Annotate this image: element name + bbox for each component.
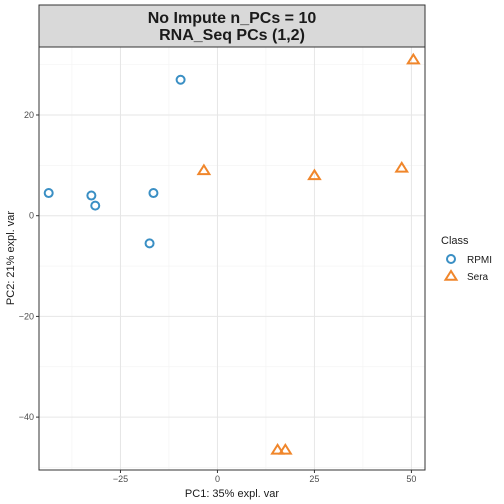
data-point-sera — [394, 160, 410, 173]
data-point-sera — [278, 442, 293, 455]
x-tick-label: −25 — [113, 474, 128, 484]
data-point-sera — [196, 163, 212, 176]
panel-border — [38, 46, 426, 471]
plot-panel — [39, 47, 425, 470]
axes: −25 0 25 50 −40 −20 0 20 — [19, 110, 417, 484]
x-tick-label: 25 — [309, 474, 319, 484]
legend-label-sera: Sera — [467, 272, 489, 283]
legend: Class RPMI Sera — [441, 235, 492, 283]
legend-label-rpmi: RPMI — [467, 255, 492, 266]
x-tick-label: 50 — [406, 474, 416, 484]
data-point-rpmi — [43, 188, 54, 199]
data-point-rpmi — [86, 190, 97, 201]
data-point-rpmi — [90, 200, 101, 211]
y-tick-label: −40 — [19, 412, 34, 422]
chart-title-line: No Impute n_PCs = 10 — [148, 10, 317, 27]
grid-lines — [39, 47, 425, 470]
data-point-sera — [270, 442, 285, 455]
data-point-rpmi — [175, 74, 186, 85]
data-point-rpmi — [148, 188, 159, 199]
y-tick-label: 0 — [29, 211, 34, 221]
legend-key-sera — [443, 269, 459, 281]
x-tick-label: 0 — [215, 474, 220, 484]
data-points — [43, 52, 421, 455]
data-point-sera — [307, 168, 322, 181]
y-tick-label: 20 — [24, 110, 34, 120]
y-tick-label: −20 — [19, 311, 34, 321]
data-point-rpmi — [144, 238, 155, 249]
legend-title: Class — [441, 235, 469, 247]
chart-title: No Impute n_PCs = 10 RNA_Seq PCs (1,2) — [148, 10, 317, 44]
data-point-sera — [406, 52, 421, 65]
x-axis-label: PC1: 35% expl. var — [185, 488, 279, 500]
y-axis-label: PC2: 21% expl. var — [5, 211, 17, 305]
legend-key-rpmi — [446, 254, 456, 264]
title-strip — [38, 4, 426, 48]
chart-title-line: RNA_Seq PCs (1,2) — [159, 27, 305, 44]
